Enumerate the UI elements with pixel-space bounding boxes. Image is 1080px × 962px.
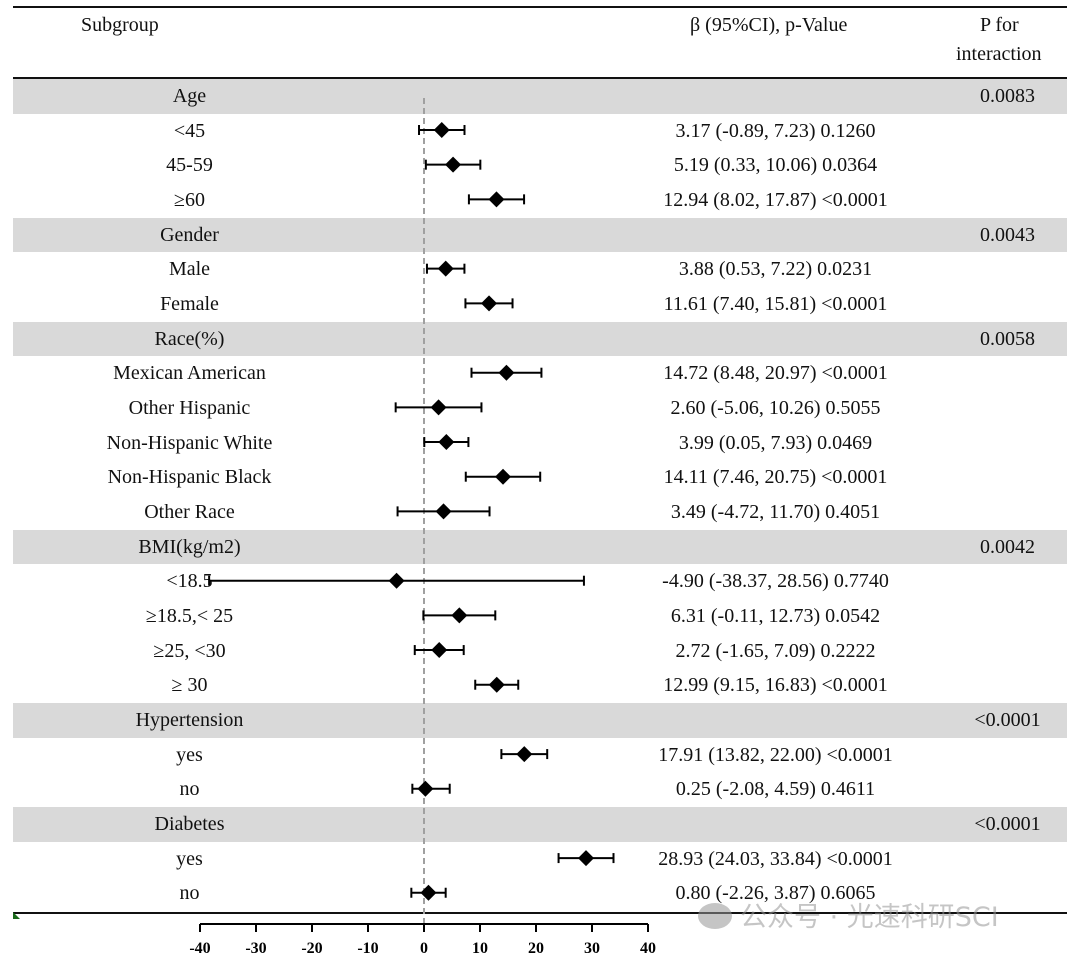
bottom-rule <box>13 912 1067 914</box>
subgroup-label: no <box>179 778 200 801</box>
subgroup-label: <18.5 <box>166 570 213 593</box>
header-rule <box>13 77 1067 79</box>
subgroup-row: Non-Hispanic White 3.99 (0.05, 7.93) 0.04… <box>13 426 1067 461</box>
subgroup-row: no 0.25 (-2.08, 4.59) 0.4611 <box>13 772 1067 807</box>
subgroup-row: <18.5 -4.90 (-38.37, 28.56) 0.7740 <box>13 564 1067 599</box>
subgroup-label: Other Race <box>144 501 235 524</box>
subgroup-row: ≥25, <30 2.72 (-1.65, 7.09) 0.2222 <box>13 634 1067 669</box>
estimate-text: 3.49 (-4.72, 11.70) 0.4051 <box>670 501 881 524</box>
group-row: BMI(kg/m2) 0.0042 <box>13 529 1067 565</box>
x-tick-label: 10 <box>472 940 488 957</box>
estimate-text: 5.19 (0.33, 10.06) 0.0364 <box>673 154 878 177</box>
subgroup-label: Other Hispanic <box>128 397 251 420</box>
group-row: Diabetes <0.0001 <box>13 807 1067 842</box>
subgroup-row: Male 3.88 (0.53, 7.22) 0.0231 <box>13 252 1067 287</box>
subgroup-label: Male <box>168 258 211 281</box>
subgroup-row: <45 3.17 (-0.89, 7.23) 0.1260 <box>13 114 1067 149</box>
subgroup-label: ≥18.5,< 25 <box>145 605 234 628</box>
subgroup-row: Mexican American 14.72 (8.48, 20.97) <0.0… <box>13 356 1067 391</box>
subgroup-label: Non-Hispanic Black <box>107 466 272 489</box>
group-label: Age <box>172 85 207 107</box>
subgroup-label: Female <box>160 293 219 316</box>
subgroup-label: Non-Hispanic White <box>106 431 273 454</box>
group-label: Hypertension <box>135 709 244 732</box>
subgroup-row: Non-Hispanic Black 14.11 (7.46, 20.75) <0… <box>13 460 1067 495</box>
subgroup-label: yes <box>176 847 203 870</box>
header-p-interaction-line1: P for <box>980 14 1019 36</box>
subgroup-row: 45-59 5.19 (0.33, 10.06) 0.0364 <box>13 148 1067 183</box>
x-tick-label: -20 <box>301 940 322 957</box>
estimate-text: 3.17 (-0.89, 7.23) 0.1260 <box>675 119 876 142</box>
estimate-text: 3.88 (0.53, 7.22) 0.0231 <box>678 258 873 281</box>
group-label: Diabetes <box>154 813 225 836</box>
corner-mark <box>13 912 20 919</box>
subgroup-label: Mexican American <box>113 362 266 385</box>
subgroup-row: yes 17.91 (13.82, 22.00) <0.0001 <box>13 738 1067 773</box>
group-label: Gender <box>160 223 219 246</box>
x-tick-label: 30 <box>584 940 600 957</box>
estimate-text: 2.60 (-5.06, 10.26) 0.5055 <box>670 397 881 420</box>
subgroup-label: <45 <box>173 119 206 142</box>
group-row: Hypertension <0.0001 <box>13 703 1067 738</box>
subgroup-label: 45-59 <box>166 154 213 177</box>
subgroup-label: yes <box>176 743 203 766</box>
estimate-text: 14.72 (8.48, 20.97) <0.0001 <box>663 362 888 385</box>
subgroup-label: ≥60 <box>174 189 205 211</box>
p-interaction-value: 0.0043 <box>980 223 1035 246</box>
group-row: Age 0.0083 <box>13 79 1067 114</box>
p-interaction-value: 0.0083 <box>980 85 1035 107</box>
estimate-text: 12.99 (9.15, 16.83) <0.0001 <box>663 674 888 697</box>
subgroup-label: ≥ 30 <box>171 674 208 697</box>
p-interaction-value: <0.0001 <box>974 709 1041 732</box>
p-interaction-value: <0.0001 <box>974 813 1041 836</box>
subgroup-row: ≥ 30 12.99 (9.15, 16.83) <0.0001 <box>13 668 1067 703</box>
estimate-text: 17.91 (13.82, 22.00) <0.0001 <box>658 743 893 766</box>
estimate-text: 2.72 (-1.65, 7.09) 0.2222 <box>675 639 876 662</box>
estimate-text: 3.99 (0.05, 7.93) 0.0469 <box>678 431 873 454</box>
group-label: Race(%) <box>154 327 225 350</box>
header-estimate: β (95%CI), p-Value <box>690 14 848 36</box>
subgroup-label: no <box>179 882 200 905</box>
x-tick-label: 20 <box>528 940 544 957</box>
watermark: 公众号 · 光速科研SCI <box>698 895 999 934</box>
group-label: BMI(kg/m2) <box>138 535 241 558</box>
subgroup-label: ≥25, <30 <box>153 639 226 662</box>
header-p-interaction-line2: interaction <box>956 43 1042 65</box>
estimate-text: 6.31 (-0.11, 12.73) 0.0542 <box>670 605 881 628</box>
subgroup-row: no 0.80 (-2.26, 3.87) 0.6065 <box>13 876 1067 911</box>
subgroup-row: yes 28.93 (24.03, 33.84) <0.0001 <box>13 842 1067 877</box>
x-tick-label: 0 <box>420 940 428 957</box>
top-rule <box>13 6 1067 8</box>
p-interaction-value: 0.0058 <box>980 327 1035 350</box>
x-tick-label: -10 <box>357 940 378 957</box>
estimate-text: 11.61 (7.40, 15.81) <0.0001 <box>663 293 888 316</box>
subgroup-row: Other Race 3.49 (-4.72, 11.70) 0.4051 <box>13 495 1067 530</box>
estimate-text: -4.90 (-38.37, 28.56) 0.7740 <box>662 570 889 593</box>
group-row: Gender 0.0043 <box>13 217 1067 253</box>
estimate-text: 0.80 (-2.26, 3.87) 0.6065 <box>675 882 876 905</box>
group-row: Race(%) 0.0058 <box>13 321 1067 357</box>
estimate-text: 14.11 (7.46, 20.75) <0.0001 <box>663 466 888 489</box>
subgroup-row: Other Hispanic 2.60 (-5.06, 10.26) 0.5055 <box>13 391 1067 426</box>
subgroup-row: Female 11.61 (7.40, 15.81) <0.0001 <box>13 287 1067 322</box>
subgroup-row: ≥60 12.94 (8.02, 17.87) <0.0001 <box>13 183 1067 218</box>
estimate-text: 12.94 (8.02, 17.87) <0.0001 <box>663 189 888 211</box>
estimate-text: 28.93 (24.03, 33.84) <0.0001 <box>658 847 893 870</box>
x-tick-label: 40 <box>640 940 656 957</box>
estimate-text: 0.25 (-2.08, 4.59) 0.4611 <box>675 778 876 801</box>
watermark-text: 公众号 · 光速科研SCI <box>740 902 999 933</box>
header-subgroup: Subgroup <box>81 14 159 36</box>
x-tick-label: -30 <box>245 940 266 957</box>
x-tick-label: -40 <box>189 940 210 957</box>
p-interaction-value: 0.0042 <box>980 535 1035 558</box>
wechat-icon <box>698 902 732 929</box>
subgroup-row: ≥18.5,< 25 6.31 (-0.11, 12.73) 0.0542 <box>13 599 1067 634</box>
